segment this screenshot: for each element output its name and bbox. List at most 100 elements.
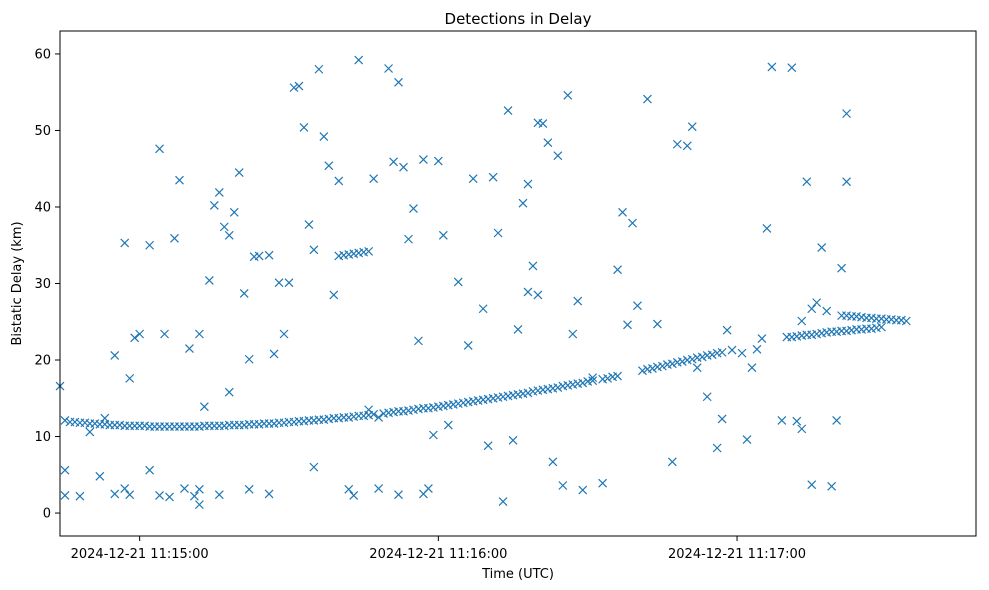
data-point: [145, 465, 155, 475]
data-point: [155, 144, 164, 154]
data-point: [344, 484, 354, 494]
data-point: [394, 77, 403, 87]
data-point: [777, 416, 787, 425]
data-point: [319, 132, 329, 142]
data-point: [274, 278, 284, 288]
data-point: [374, 412, 384, 422]
data-point: [633, 301, 642, 311]
data-point: [304, 220, 314, 230]
data-point: [767, 62, 777, 72]
data-point: [125, 373, 135, 383]
data-point: [329, 290, 339, 300]
y-axis-label: Bistatic Delay (km): [10, 221, 25, 345]
data-point: [309, 462, 319, 472]
data-point: [493, 228, 503, 238]
data-point: [647, 364, 657, 373]
data-point: [478, 304, 488, 314]
data-point: [628, 218, 637, 228]
data-point: [876, 322, 886, 332]
data-point: [762, 223, 772, 233]
data-point: [324, 161, 334, 171]
data-point: [598, 478, 608, 488]
data-point: [194, 500, 204, 510]
data-point: [652, 319, 662, 329]
data-point: [155, 491, 164, 500]
data-point: [209, 201, 219, 210]
data-point: [603, 373, 613, 383]
data-point: [677, 357, 687, 366]
data-point: [523, 179, 533, 189]
data-point: [264, 489, 274, 499]
data-point: [399, 162, 408, 172]
data-point: [682, 141, 692, 151]
data-point: [95, 471, 105, 481]
data-point: [384, 64, 393, 73]
y-tick-label: 30: [34, 277, 51, 292]
data-point: [797, 424, 807, 434]
y-tick-label: 40: [34, 200, 51, 215]
x-tick-label: 2024-12-21 11:17:00: [668, 547, 806, 562]
data-point: [618, 207, 627, 217]
data-point: [409, 204, 418, 213]
data-point: [428, 430, 438, 440]
data-point: [842, 177, 851, 187]
y-tick-label: 10: [34, 430, 51, 445]
data-point: [219, 222, 229, 232]
data-point: [802, 177, 812, 187]
data-point: [727, 345, 737, 355]
x-tick-label: 2024-12-21 11:15:00: [71, 547, 209, 562]
data-point: [145, 240, 155, 250]
data-point: [692, 363, 702, 373]
data-point: [742, 435, 752, 445]
data-point: [418, 155, 428, 164]
data-point: [135, 329, 145, 339]
data-point: [160, 329, 169, 339]
data-point: [453, 277, 463, 287]
data-point: [394, 490, 403, 500]
data-point: [369, 174, 379, 184]
data-point: [573, 296, 583, 306]
data-point: [414, 336, 423, 346]
data-point: [518, 198, 528, 208]
data-point: [204, 276, 214, 285]
data-point: [185, 344, 194, 353]
data-point: [792, 416, 802, 426]
data-point: [752, 344, 762, 354]
data-point: [229, 207, 239, 217]
data-point: [832, 416, 842, 425]
data-point: [170, 233, 179, 243]
data-point: [817, 243, 827, 252]
data-point: [523, 287, 533, 297]
data-point: [842, 109, 851, 119]
chart-title: Detections in Delay: [445, 10, 592, 28]
y-tick-label: 20: [34, 354, 51, 369]
data-point: [687, 354, 697, 364]
data-point: [553, 383, 563, 392]
data-point: [294, 81, 304, 91]
data-point: [543, 138, 553, 148]
data-point: [807, 480, 817, 490]
data-point: [199, 402, 209, 412]
data-point: [553, 151, 563, 161]
data-point: [299, 122, 309, 132]
data-point: [364, 246, 374, 256]
data-point: [125, 490, 135, 500]
data-point: [503, 106, 513, 116]
data-point: [837, 263, 847, 273]
data-point: [657, 361, 667, 371]
data-point: [528, 261, 538, 271]
data-point: [314, 64, 324, 74]
data-point: [643, 94, 652, 104]
data-point: [697, 352, 707, 362]
data-point: [180, 484, 189, 493]
data-point: [827, 481, 837, 491]
data-point: [483, 441, 493, 451]
data-point: [558, 481, 568, 490]
data-point: [110, 350, 120, 360]
data-point: [75, 491, 85, 501]
data-point: [224, 230, 234, 240]
y-tick-label: 60: [34, 47, 51, 62]
data-point: [613, 371, 622, 381]
x-axis-label: Time (UTC): [481, 567, 554, 582]
data-point: [194, 484, 204, 494]
